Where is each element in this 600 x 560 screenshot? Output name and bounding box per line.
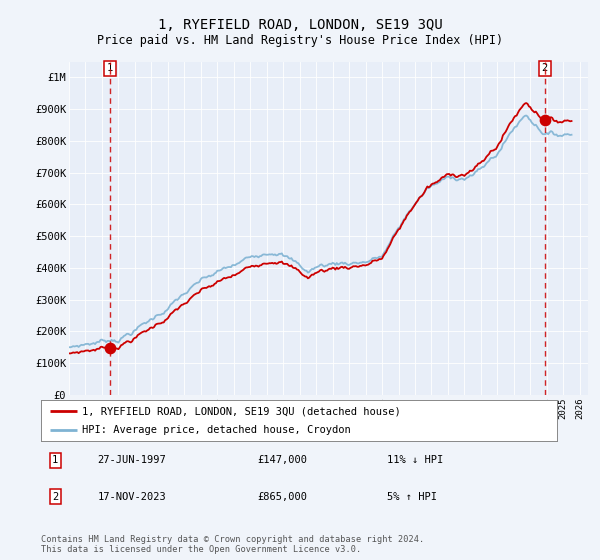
Text: 27-JUN-1997: 27-JUN-1997 [98, 455, 166, 465]
Text: 1, RYEFIELD ROAD, LONDON, SE19 3QU: 1, RYEFIELD ROAD, LONDON, SE19 3QU [158, 18, 442, 32]
Point [105, 344, 115, 353]
Text: 1, RYEFIELD ROAD, LONDON, SE19 3QU (detached house): 1, RYEFIELD ROAD, LONDON, SE19 3QU (deta… [82, 407, 401, 416]
Text: 1: 1 [107, 63, 113, 73]
Text: £865,000: £865,000 [257, 492, 308, 502]
Text: 2: 2 [52, 492, 58, 502]
Text: 1: 1 [52, 455, 58, 465]
Text: Price paid vs. HM Land Registry's House Price Index (HPI): Price paid vs. HM Land Registry's House … [97, 34, 503, 46]
Text: 17-NOV-2023: 17-NOV-2023 [98, 492, 166, 502]
Text: HPI: Average price, detached house, Croydon: HPI: Average price, detached house, Croy… [82, 425, 351, 435]
Text: 5% ↑ HPI: 5% ↑ HPI [386, 492, 437, 502]
Point [540, 116, 550, 125]
Text: £147,000: £147,000 [257, 455, 308, 465]
Text: 2: 2 [542, 63, 548, 73]
Text: 11% ↓ HPI: 11% ↓ HPI [386, 455, 443, 465]
Text: Contains HM Land Registry data © Crown copyright and database right 2024.
This d: Contains HM Land Registry data © Crown c… [41, 535, 424, 554]
